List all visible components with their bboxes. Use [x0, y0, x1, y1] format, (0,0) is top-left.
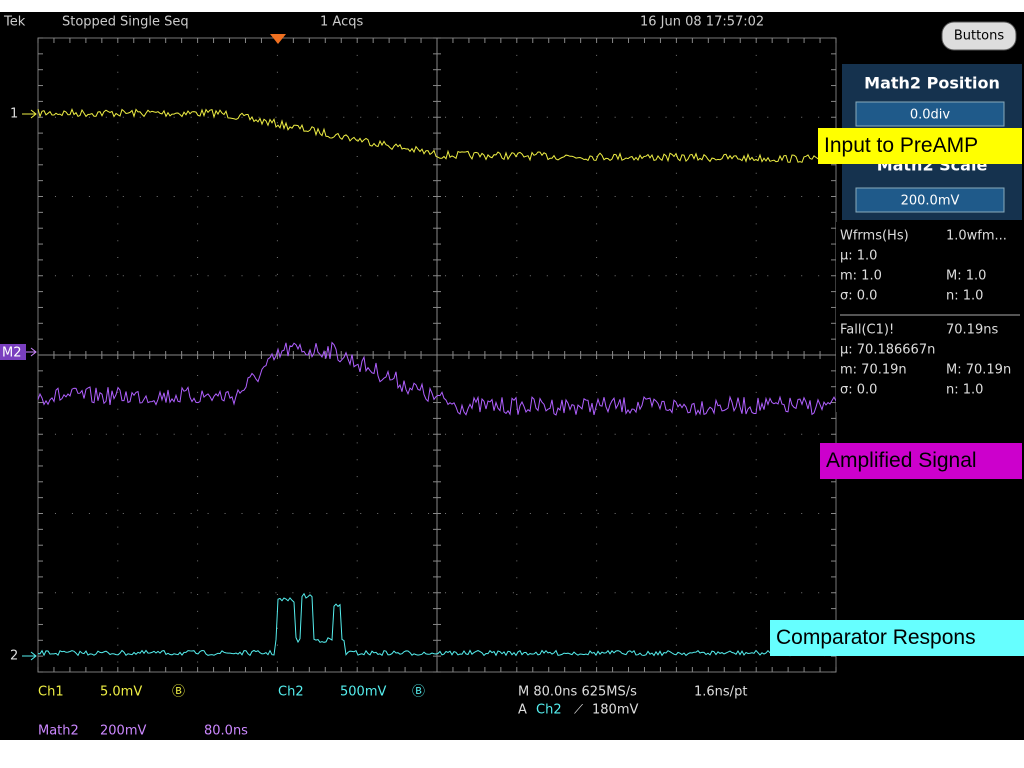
meas-cell: M: 1.0 — [946, 269, 986, 284]
position-value[interactable]: 0.0div — [910, 108, 951, 123]
trigger-position — [270, 34, 286, 44]
trigger-level: 180mV — [592, 703, 638, 718]
brand: Tek — [3, 15, 26, 30]
ch1-bw: Ⓑ — [172, 685, 185, 700]
graticule — [37, 37, 837, 673]
ch2-label: Ch2 — [278, 685, 304, 700]
meas-cell: M: 70.19n — [946, 363, 1011, 378]
meas-cell: m: 1.0 — [840, 269, 882, 284]
timebase: M 80.0ns 625MS/s — [518, 685, 637, 700]
waveforms — [37, 108, 837, 657]
math2-marker: M2 — [2, 346, 22, 361]
amplified-annotation: Amplified Signal — [820, 443, 1022, 479]
ch2-arrow — [22, 651, 37, 661]
meas-cell: µ: 1.0 — [840, 249, 877, 264]
meas-cell: m: 70.19n — [840, 363, 907, 378]
meas-cell: 70.19ns — [946, 323, 998, 338]
ch2-scale: 500mV — [340, 685, 386, 700]
trigger-slope: ⟋ — [574, 703, 584, 718]
measurements: Wfrms(Hs) 1.0wfm... µ: 1.0 m: 1.0 M: 1.0 σ: 0… — [836, 222, 1024, 412]
resolution: 1.6ns/pt — [694, 685, 747, 700]
datetime: 16 Jun 08 17:57:02 — [640, 15, 764, 30]
meas-cell: n: 1.0 — [946, 383, 983, 398]
math2-time: 80.0ns — [204, 724, 248, 739]
ch2-marker: 2 — [10, 649, 18, 664]
acq-state: Stopped — [62, 15, 116, 30]
ch1-label: Ch1 — [38, 685, 64, 700]
math2-label: Math2 — [38, 724, 79, 739]
math2-arrow — [26, 347, 37, 357]
meas-cell: µ: 70.186667n — [840, 343, 935, 358]
ch1-arrow — [22, 109, 37, 119]
scale-value[interactable]: 200.0mV — [901, 194, 960, 209]
meas-bg — [836, 222, 1024, 412]
position-title: Math2 Position — [864, 74, 1000, 93]
math2-scale: 200mV — [100, 724, 146, 739]
ch2-bw: Ⓑ — [412, 685, 425, 700]
input-annotation: Input to PreAMP — [818, 128, 1022, 164]
math2-trace — [37, 341, 837, 417]
comparator-annotation: Comparator Respons — [770, 620, 1024, 656]
scale-field[interactable] — [855, 187, 1005, 213]
trigger-source: A — [518, 703, 527, 718]
ch1-marker: 1 — [10, 107, 18, 122]
meas-cell: 1.0wfm... — [946, 229, 1007, 244]
buttons-button[interactable] — [941, 21, 1017, 51]
math2-marker-bg — [0, 344, 26, 360]
ch1-scale: 5.0mV — [100, 685, 142, 700]
meas-cell: σ: 0.0 — [840, 383, 877, 398]
acq-count: 1 Acqs — [320, 15, 363, 30]
trigger-channel: Ch2 — [536, 703, 562, 718]
acq-mode: Single Seq — [120, 15, 189, 30]
ch1-trace — [37, 108, 837, 163]
meas-cell: Fall(C1)! — [840, 323, 894, 338]
meas-cell: Wfrms(Hs) — [840, 229, 909, 244]
ch2-trace — [37, 592, 837, 657]
buttons-label[interactable]: Buttons — [954, 29, 1005, 44]
position-field[interactable] — [855, 101, 1005, 127]
meas-cell: σ: 0.0 — [840, 289, 877, 304]
meas-cell: n: 1.0 — [946, 289, 983, 304]
